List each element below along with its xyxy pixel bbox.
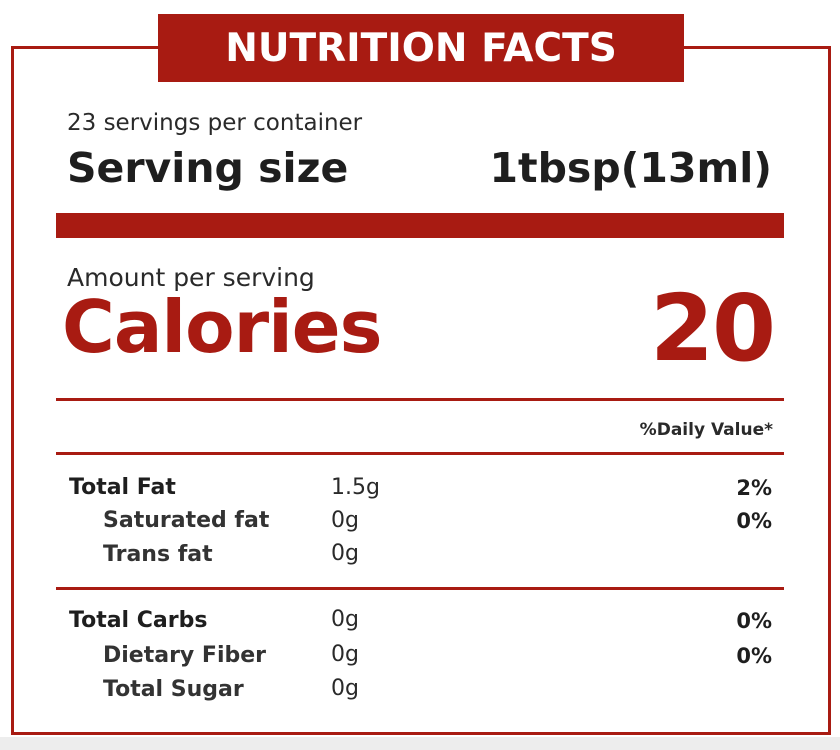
amount-per-serving-label: Amount per serving <box>67 263 315 292</box>
serving-size-value: 1tbsp(13ml) <box>489 144 772 192</box>
serving-size-label: Serving size <box>67 144 349 192</box>
nutrient-amount-total-fat: 1.5g <box>331 475 380 500</box>
daily-value-header: %Daily Value* <box>639 420 773 440</box>
nutrient-name-total-carbs: Total Carbs <box>69 608 208 633</box>
nutrient-amount-saturated-fat: 0g <box>331 508 359 533</box>
nutrient-amount-total-sugar: 0g <box>331 676 359 701</box>
nutrient-dv-saturated-fat: 0% <box>736 509 772 533</box>
nutrient-name-saturated-fat: Saturated fat <box>103 508 270 533</box>
title-banner: NUTRITION FACTS <box>158 14 684 82</box>
nutrient-name-dietary-fiber: Dietary Fiber <box>103 643 267 668</box>
thick-divider <box>56 213 784 238</box>
servings-per-container: 23 servings per container <box>67 110 363 136</box>
calories-label: Calories <box>62 285 382 369</box>
nutrient-name-total-fat: Total Fat <box>69 475 176 500</box>
nutrient-amount-dietary-fiber: 0g <box>331 642 359 667</box>
nutrient-dv-total-fat: 2% <box>736 476 772 500</box>
label-title: NUTRITION FACTS <box>225 25 617 71</box>
nutrient-amount-trans-fat: 0g <box>331 541 359 566</box>
calories-value: 20 <box>649 275 776 382</box>
page-bottom-band <box>0 737 840 750</box>
divider-between-groups <box>56 587 784 590</box>
nutrient-name-total-sugar: Total Sugar <box>103 677 244 702</box>
nutrition-label-frame <box>11 46 831 735</box>
nutrient-dv-dietary-fiber: 0% <box>736 644 772 668</box>
divider-after-daily-value <box>56 452 784 455</box>
divider-after-calories <box>56 398 784 401</box>
nutrient-amount-total-carbs: 0g <box>331 607 359 632</box>
nutrient-name-trans-fat: Trans fat <box>103 542 213 567</box>
nutrient-dv-total-carbs: 0% <box>736 609 772 633</box>
